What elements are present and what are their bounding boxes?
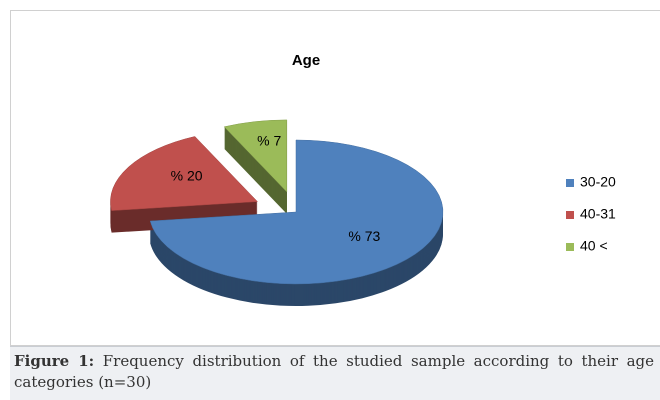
- legend-swatch: [566, 179, 574, 187]
- pie-slice: [149, 139, 444, 285]
- legend-label: 40-31: [580, 206, 616, 222]
- legend-swatch: [566, 211, 574, 219]
- legend-label: 30-20: [580, 174, 616, 190]
- data-label: % 20: [171, 168, 203, 184]
- caption: Figure 1: Frequency distribution of the …: [10, 346, 660, 400]
- legend-label: 40 <: [580, 238, 608, 254]
- caption-text: Frequency distribution of the studied sa…: [14, 352, 654, 391]
- caption-label: Figure 1:: [14, 352, 95, 370]
- pie-slice: [223, 119, 288, 193]
- chart-title: Age: [292, 52, 320, 69]
- data-label: % 73: [348, 228, 380, 244]
- data-label: % 7: [257, 132, 281, 148]
- pie-slice: [110, 136, 258, 211]
- chart: Age % 73 % 20 % 7 30-20 40-31 40 <: [10, 10, 660, 346]
- legend-swatch: [566, 243, 574, 251]
